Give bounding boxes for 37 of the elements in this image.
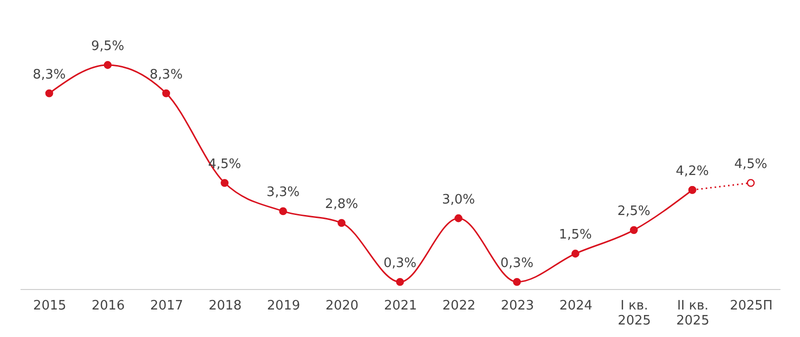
point bbox=[45, 89, 54, 98]
data-label: 0,3% bbox=[383, 256, 417, 271]
x-tick-label: I кв. 2025 bbox=[618, 298, 651, 328]
data-label: 4,2% bbox=[676, 164, 709, 179]
point bbox=[746, 178, 755, 187]
point bbox=[512, 278, 521, 286]
point bbox=[220, 178, 229, 187]
data-label: 9,5% bbox=[91, 39, 124, 54]
data-label: 3,0% bbox=[442, 192, 475, 208]
x-tick-label: II кв. 2025 bbox=[676, 298, 710, 328]
x-tick-label: 2020 bbox=[325, 298, 359, 314]
x-tick-label: 2015 bbox=[33, 298, 66, 314]
x-tick-label: 2024 bbox=[559, 298, 592, 314]
x-tick-label: 2023 bbox=[500, 298, 534, 314]
point bbox=[279, 207, 288, 216]
point bbox=[454, 214, 462, 222]
x-tick-label: 2021 bbox=[384, 298, 418, 314]
x-tick-label: 2022 bbox=[442, 298, 476, 314]
x-tick-label: 2016 bbox=[92, 298, 125, 314]
point bbox=[338, 219, 346, 227]
data-label: 4,5% bbox=[734, 156, 768, 172]
data-label: 1,5% bbox=[558, 228, 592, 243]
data-label: 8,3% bbox=[150, 67, 183, 82]
x-tick-label: 2018 bbox=[208, 298, 242, 314]
x-tick-label: 2025П bbox=[730, 298, 773, 314]
data-label: 2,8% bbox=[325, 196, 358, 212]
data-label: 8,3% bbox=[32, 67, 66, 82]
data-label: 2,5% bbox=[617, 204, 650, 220]
point bbox=[162, 89, 170, 98]
data-label: 3,3% bbox=[266, 185, 300, 200]
point bbox=[104, 61, 112, 69]
point bbox=[571, 250, 580, 258]
data-label: 0,3% bbox=[500, 256, 534, 271]
point bbox=[396, 278, 404, 286]
point bbox=[630, 226, 638, 234]
x-tick-label: 2019 bbox=[267, 298, 300, 314]
x-tick-label: 2017 bbox=[150, 298, 184, 314]
